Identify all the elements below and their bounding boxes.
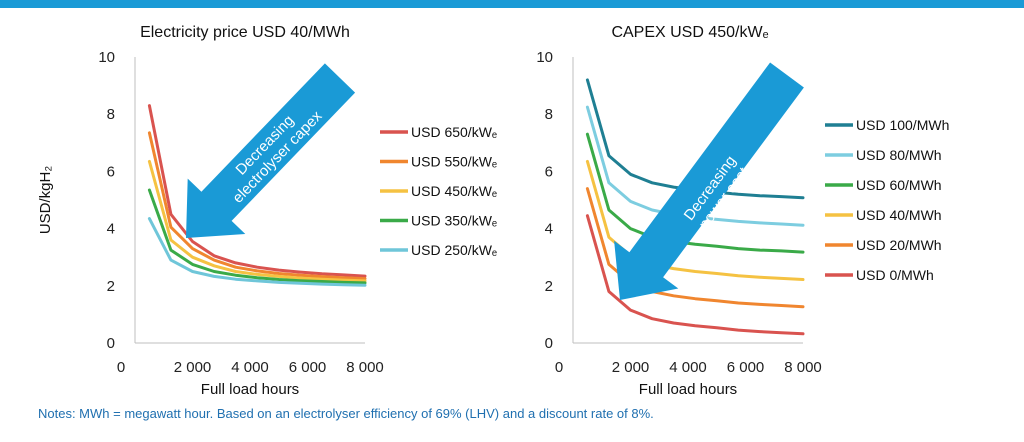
legend-label: USD 350/kWₑ [411, 213, 497, 229]
legend-label: USD 60/MWh [856, 177, 942, 193]
x-tick-label: 2 000 [174, 359, 212, 376]
series-line [147, 131, 367, 281]
x-tick-label: 0 [555, 359, 563, 376]
x-tick-label: 0 [117, 359, 125, 376]
chart-2: CAPEX USD 450/kWₑ 0 2 4 6 8 10 0 2 000 4 000 6 000… [536, 24, 949, 398]
legend-label: USD 650/kWₑ [411, 124, 497, 140]
legend-label: USD 250/kWₑ [411, 242, 497, 258]
series-line [585, 214, 805, 336]
chart-title: Electricity price USD 40/MWh [140, 24, 350, 41]
legend-label: USD 550/kWₑ [411, 154, 497, 170]
series-line [147, 104, 367, 278]
y-tick-label: 8 [545, 106, 553, 123]
x-tick-label: 2 000 [612, 359, 650, 376]
legend-label: USD 100/MWh [856, 117, 949, 133]
top-accent-bar [0, 0, 1024, 8]
x-axis-label: Full load hours [201, 381, 299, 398]
y-tick-label: 0 [545, 335, 553, 352]
y-tick-label: 6 [107, 163, 115, 180]
y-tick-label: 6 [545, 163, 553, 180]
x-tick-label: 4 000 [669, 359, 707, 376]
y-tick-label: 4 [545, 221, 553, 238]
x-tick-label: 8 000 [784, 359, 822, 376]
legend-label: USD 40/MWh [856, 207, 942, 223]
legend-label: USD 20/MWh [856, 237, 942, 253]
chart-notes: Notes: MWh = megawatt hour. Based on an … [38, 406, 654, 421]
y-tick-label: 2 [545, 278, 553, 295]
x-tick-label: 8 000 [346, 359, 384, 376]
x-tick-label: 6 000 [727, 359, 765, 376]
x-tick-label: 6 000 [289, 359, 327, 376]
x-tick-label: 4 000 [231, 359, 269, 376]
legend-label: USD 450/kWₑ [411, 183, 497, 199]
chart-1: Electricity price USD 40/MWh 0 2 4 6 8 10 0 2 00… [37, 24, 497, 398]
y-tick-label: 0 [107, 335, 115, 352]
y-tick-label: 10 [536, 49, 553, 66]
y-tick-label: 8 [107, 106, 115, 123]
y-axis-label: USD/kgH₂ [37, 166, 54, 235]
series-line [147, 188, 367, 285]
series-line [147, 217, 367, 287]
chart-title: CAPEX USD 450/kWₑ [611, 24, 768, 41]
annotation-text: Decreasingelectrolyser capex [217, 95, 326, 206]
series-line [585, 132, 805, 254]
y-tick-label: 2 [107, 278, 115, 295]
annotation-arrow [186, 63, 356, 239]
series-line [147, 159, 367, 283]
legend-label: USD 80/MWh [856, 147, 942, 163]
y-tick-label: 4 [107, 221, 115, 238]
legend-label: USD 0/MWh [856, 267, 934, 283]
annotation-arrow [614, 62, 804, 300]
y-tick-label: 10 [98, 49, 115, 66]
x-axis-label: Full load hours [639, 381, 737, 398]
